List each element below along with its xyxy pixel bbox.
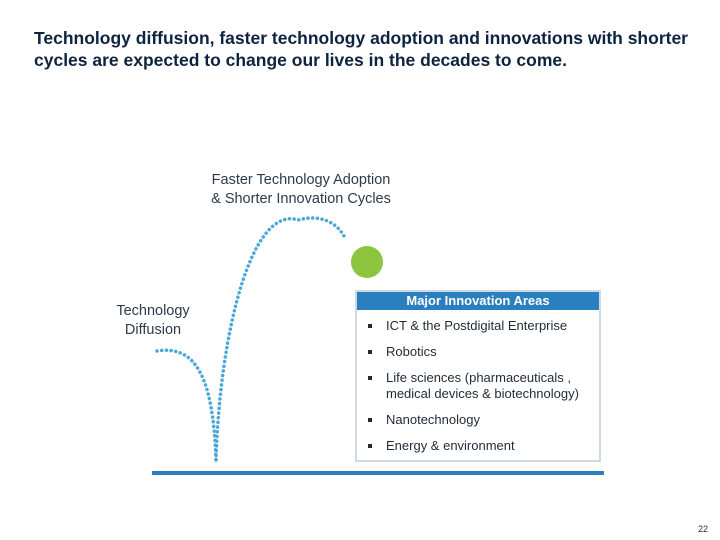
list-item: Energy & environment <box>357 438 599 454</box>
green-ball-icon <box>351 246 383 278</box>
page-number: 22 <box>697 524 708 534</box>
square-bullet-icon <box>368 418 372 422</box>
square-bullet-icon <box>368 444 372 448</box>
square-bullet-icon <box>368 376 372 380</box>
faster-adoption-label-line2: & Shorter Innovation Cycles <box>211 191 391 207</box>
faster-adoption-label: Faster Technology Adoption & Shorter Inn… <box>186 171 416 209</box>
technology-diffusion-label: Technology Diffusion <box>96 302 210 340</box>
square-bullet-icon <box>368 350 372 354</box>
technology-diffusion-label-line1: Technology <box>116 303 190 319</box>
small-dotted-arc <box>155 348 218 462</box>
list-item: Nanotechnology <box>357 412 599 428</box>
baseline <box>152 471 604 475</box>
list-item: ICT & the Postdigital Enterprise <box>357 318 599 334</box>
list-item: Robotics <box>357 344 599 360</box>
faster-adoption-label-line1: Faster Technology Adoption <box>211 172 391 188</box>
list-item: Life sciences (pharmaceuticals , medical… <box>357 370 599 402</box>
slide-title: Technology diffusion, faster technology … <box>34 28 688 70</box>
technology-diffusion-label-line2: Diffusion <box>124 322 182 338</box>
large-dotted-arc <box>214 216 346 462</box>
innovation-areas-header: Major Innovation Areas <box>357 292 599 310</box>
innovation-areas-box: Major Innovation Areas ICT & the Postdig… <box>355 290 601 462</box>
innovation-areas-list: ICT & the Postdigital Enterprise Robotic… <box>357 310 599 454</box>
square-bullet-icon <box>368 324 372 328</box>
